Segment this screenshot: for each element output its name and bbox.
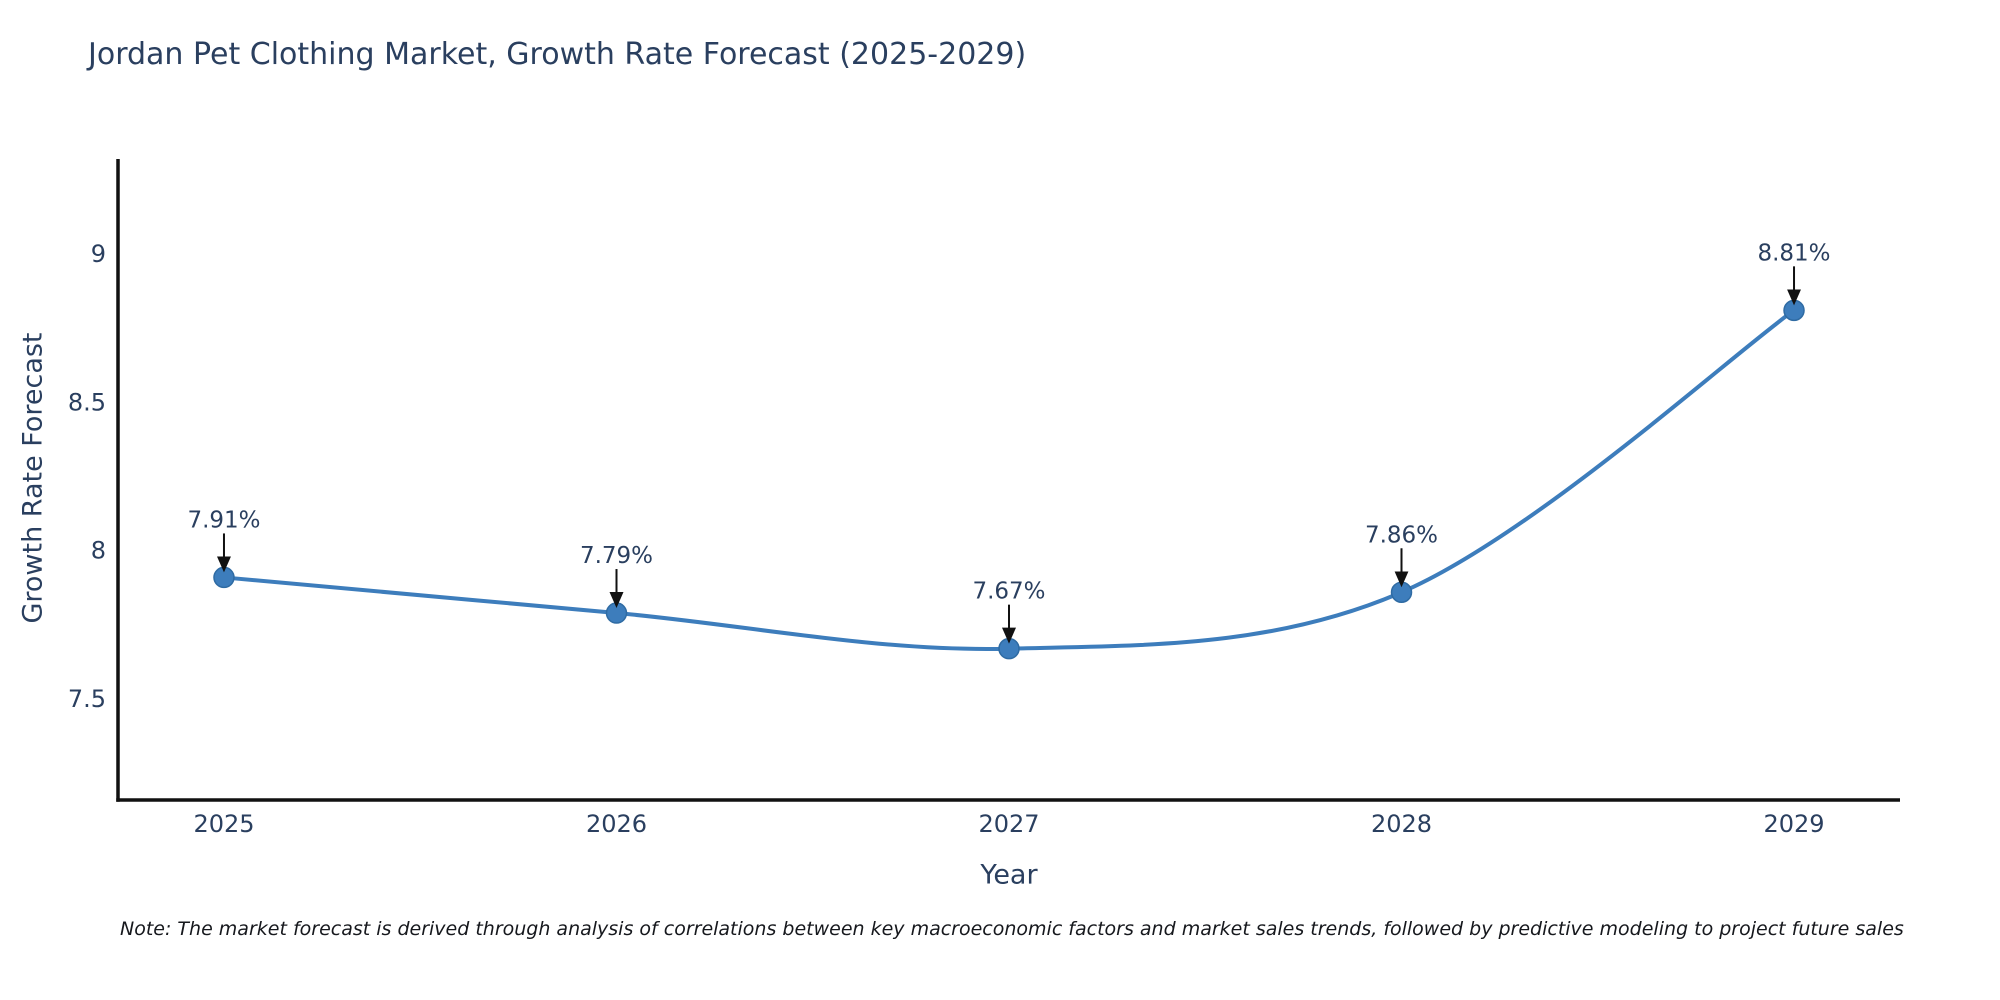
data-point-markers (213, 299, 1805, 660)
data-point-marker (998, 637, 1020, 660)
footnote: Note: The market forecast is derived thr… (120, 918, 1904, 940)
y-tick-labels: 7.5 8 8.5 9 (68, 240, 106, 713)
point-annotations: 7.91% 7.79% 7.67% 7.86% 8.81% (187, 240, 1831, 644)
y-tick-label: 8 (91, 537, 106, 565)
trend-line (223, 308, 1796, 651)
y-tick-label: 9 (91, 240, 106, 268)
data-point-marker (605, 602, 628, 624)
x-tick-label: 2028 (1371, 810, 1432, 838)
x-tick-labels: 2025 2026 2027 2028 2029 (193, 810, 1824, 838)
data-point-marker (213, 566, 235, 589)
point-annotation-label: 7.91% (187, 507, 260, 533)
point-annotation-label: 7.67% (972, 579, 1045, 605)
point-annotation-label: 8.81% (1757, 240, 1830, 266)
x-tick-label: 2029 (1763, 810, 1824, 838)
x-axis-title: Year (980, 859, 1038, 891)
data-point-marker (1783, 299, 1805, 322)
data-point-marker (1390, 581, 1413, 604)
chart-title: Jordan Pet Clothing Market, Growth Rate … (88, 37, 1027, 72)
y-tick-label: 7.5 (68, 685, 106, 713)
x-tick-label: 2026 (586, 810, 647, 838)
point-annotation-label: 7.79% (580, 543, 653, 569)
x-tick-label: 2025 (193, 810, 254, 838)
point-annotation-label: 7.86% (1365, 522, 1438, 548)
x-tick-label: 2027 (978, 810, 1039, 838)
y-tick-label: 8.5 (68, 388, 106, 416)
